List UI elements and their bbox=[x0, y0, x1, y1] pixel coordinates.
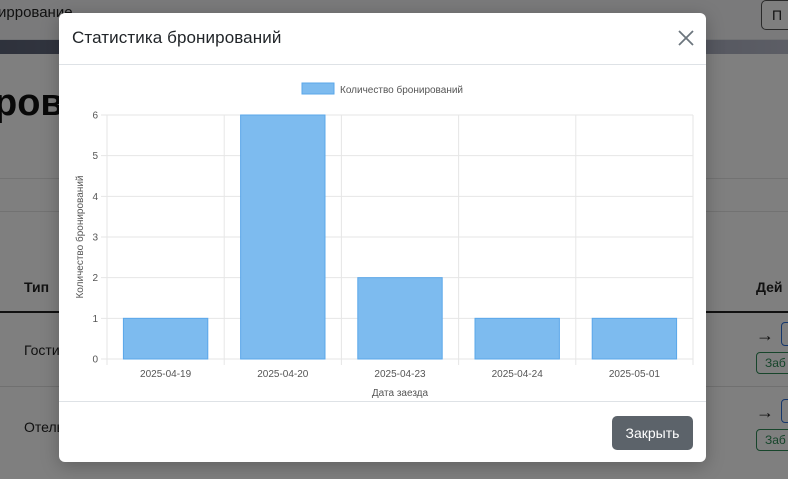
close-icon[interactable] bbox=[675, 27, 697, 49]
x-tick-label: 2025-04-23 bbox=[374, 369, 426, 380]
chart-bar[interactable] bbox=[240, 114, 326, 360]
stats-modal: Статистика бронирований 0 1 2 3 4 5 6 2025-04-1… bbox=[59, 13, 706, 462]
chart-legend: Количество бронирований bbox=[301, 82, 463, 96]
y-tick-label: 1 bbox=[92, 314, 98, 325]
y-tick-label: 3 bbox=[92, 233, 98, 244]
chart-bar[interactable] bbox=[357, 277, 443, 360]
y-tick-label: 5 bbox=[92, 151, 98, 162]
y-tick-label: 0 bbox=[92, 355, 98, 366]
legend-swatch bbox=[301, 82, 335, 95]
x-tick-label: 2025-04-24 bbox=[492, 369, 544, 380]
y-tick-label: 2 bbox=[92, 273, 98, 284]
modal-body: 0 1 2 3 4 5 6 2025-04-19 2025-04-20 2025-04-23 202… bbox=[59, 65, 706, 401]
x-axis-title: Дата заезда bbox=[372, 388, 429, 399]
legend-label: Количество бронирований bbox=[340, 84, 463, 96]
chart-bar[interactable] bbox=[591, 317, 678, 360]
modal-footer: Закрыть bbox=[59, 401, 706, 462]
chart-bars bbox=[122, 114, 678, 360]
close-icon-graphic bbox=[678, 30, 694, 46]
chart-bar[interactable] bbox=[474, 317, 560, 360]
x-tick-label: 2025-05-01 bbox=[609, 369, 661, 380]
modal-header: Статистика бронирований bbox=[59, 13, 706, 65]
bookings-bar-chart: 0 1 2 3 4 5 6 2025-04-19 2025-04-20 2025-04-23 202… bbox=[74, 82, 694, 399]
chart-axes: 0 1 2 3 4 5 6 2025-04-19 2025-04-20 2025-04-23 202… bbox=[92, 111, 660, 381]
close-button[interactable]: Закрыть bbox=[612, 416, 693, 450]
x-tick-label: 2025-04-20 bbox=[257, 369, 309, 380]
y-tick-label: 6 bbox=[92, 111, 98, 122]
y-axis-title: Количество бронирований bbox=[74, 175, 86, 298]
x-tick-label: 2025-04-19 bbox=[140, 369, 192, 380]
chart-bar[interactable] bbox=[122, 317, 209, 360]
modal-title: Статистика бронирований bbox=[72, 28, 282, 47]
y-tick-label: 4 bbox=[92, 192, 98, 203]
